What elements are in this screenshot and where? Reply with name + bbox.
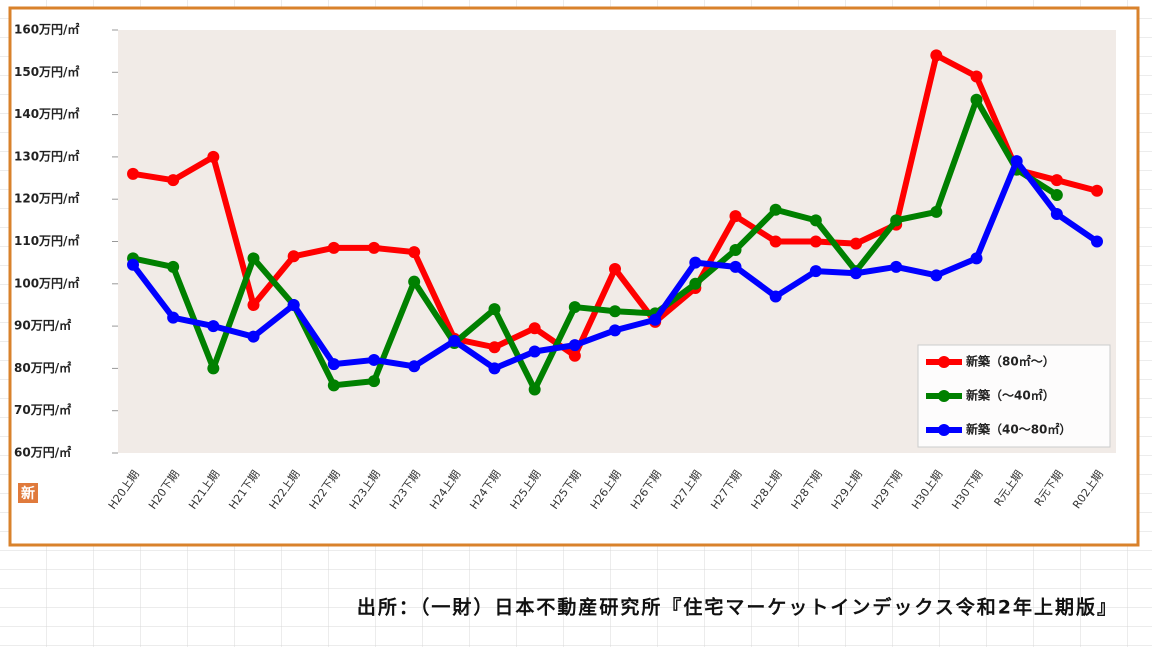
data-point [1050, 208, 1063, 221]
data-point [167, 311, 180, 324]
legend-marker [938, 390, 950, 402]
legend-label: 新築（80㎡～） [966, 354, 1055, 369]
y-tick-label: 100万円/㎡ [14, 275, 79, 290]
data-point [528, 322, 541, 335]
data-point [448, 334, 461, 347]
data-point [127, 258, 139, 271]
data-point [327, 379, 340, 392]
data-point [127, 167, 139, 180]
legend-label: 新築（40～80㎡） [966, 422, 1071, 437]
data-point [809, 214, 822, 227]
data-point [568, 339, 581, 352]
data-point [649, 313, 662, 326]
legend-marker [938, 356, 950, 368]
data-point [207, 320, 220, 333]
data-point [408, 275, 421, 288]
data-point [408, 360, 421, 373]
data-point [568, 301, 581, 314]
data-point [1091, 235, 1103, 248]
legend-marker [938, 424, 950, 436]
data-point [568, 349, 581, 362]
data-point [1050, 188, 1063, 201]
data-point [1091, 184, 1103, 197]
data-point [609, 324, 621, 337]
data-point [368, 375, 380, 388]
data-point [287, 298, 300, 311]
y-tick-label: 160万円/㎡ [14, 22, 79, 37]
y-tick-label: 130万円/㎡ [14, 148, 79, 163]
y-tick-label: 140万円/㎡ [14, 106, 79, 121]
data-point [689, 256, 702, 269]
data-point [769, 203, 782, 216]
data-point [167, 174, 180, 187]
legend-label: 新築（～40㎡） [966, 388, 1055, 403]
data-point [609, 305, 621, 318]
data-point [408, 246, 421, 259]
data-point [729, 243, 742, 256]
badge-box [18, 483, 38, 503]
data-point [890, 260, 903, 273]
data-point [488, 362, 501, 375]
data-point [970, 93, 983, 106]
data-point [970, 70, 983, 83]
data-point [488, 341, 501, 354]
data-point [207, 362, 220, 375]
data-point [327, 358, 340, 371]
data-point [488, 303, 501, 316]
data-point [930, 49, 943, 62]
data-point [167, 260, 180, 273]
data-point [689, 277, 702, 290]
source: 出所：（一財）日本不動産研究所『住宅マーケットインデックス令和2年上期版』 [357, 596, 1118, 619]
y-tick-label: 110万円/㎡ [14, 233, 79, 248]
data-point [1050, 174, 1063, 187]
y-tick-label: 120万円/㎡ [14, 191, 79, 206]
series-line [132, 96, 1059, 393]
data-point [729, 210, 742, 223]
data-point [809, 265, 822, 278]
data-point [729, 260, 742, 273]
data-point [247, 330, 260, 343]
data-point [327, 241, 340, 254]
data-point [970, 252, 983, 265]
data-point [368, 353, 380, 366]
data-point [850, 267, 862, 280]
data-point [207, 150, 220, 163]
data-point [930, 269, 943, 282]
data-point [368, 241, 380, 254]
data-point [287, 250, 300, 263]
y-tick-label: 80万円/㎡ [14, 360, 71, 375]
data-point [528, 345, 541, 358]
data-point [809, 235, 822, 248]
y-tick-label: 90万円/㎡ [14, 318, 71, 333]
data-point [609, 262, 621, 275]
y-tick-label: 150万円/㎡ [14, 64, 79, 79]
y-tick-label: 70万円/㎡ [14, 402, 71, 417]
data-point [890, 214, 903, 227]
data-point [769, 235, 782, 248]
badge: 新 [21, 485, 35, 502]
y-tick-label: 60万円/㎡ [14, 445, 71, 460]
data-point [247, 298, 260, 311]
data-point [769, 290, 782, 303]
data-point [1010, 155, 1023, 168]
data-point [247, 252, 260, 265]
data-point [930, 205, 943, 218]
data-point [528, 383, 541, 396]
data-point [850, 237, 862, 250]
